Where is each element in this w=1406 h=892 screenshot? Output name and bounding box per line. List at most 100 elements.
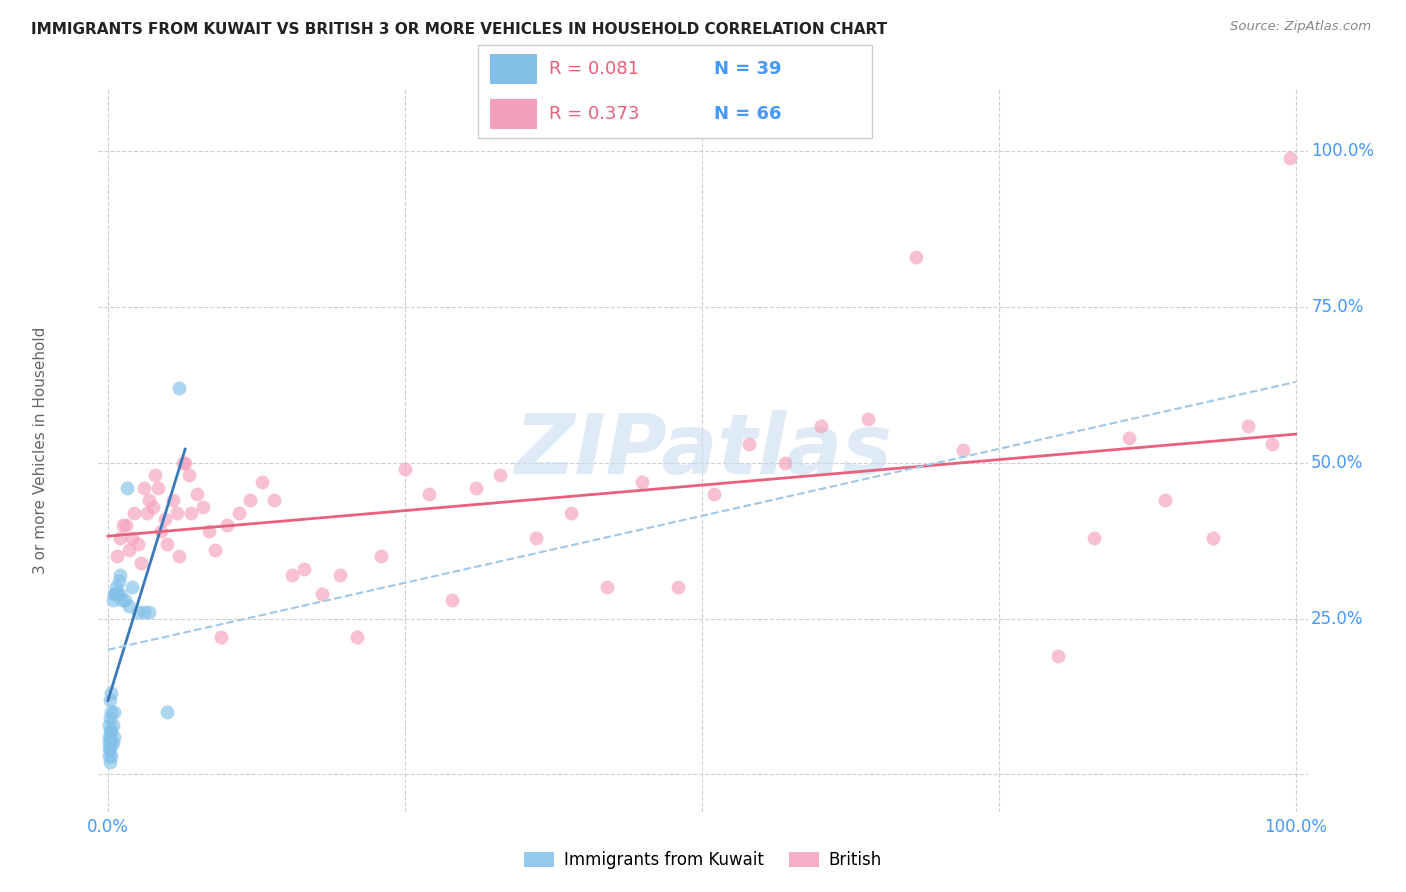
Point xyxy=(118,599,141,614)
Point xyxy=(98,692,121,706)
Text: 50.0%: 50.0% xyxy=(1312,454,1364,472)
Point xyxy=(98,723,121,738)
Point xyxy=(129,556,152,570)
Text: N = 39: N = 39 xyxy=(714,60,782,78)
Point xyxy=(118,543,141,558)
Point xyxy=(101,717,124,731)
Point xyxy=(738,437,761,451)
Point xyxy=(121,581,143,595)
Point xyxy=(100,736,122,750)
Text: R = 0.081: R = 0.081 xyxy=(548,60,638,78)
Point xyxy=(100,748,122,763)
Point xyxy=(105,587,128,601)
Point xyxy=(1118,431,1140,445)
Point xyxy=(138,606,160,620)
Point xyxy=(101,736,124,750)
Point xyxy=(153,512,176,526)
Point xyxy=(98,711,121,725)
Point xyxy=(107,574,129,589)
Point xyxy=(215,518,238,533)
Point xyxy=(146,481,169,495)
Point xyxy=(560,506,582,520)
Text: Source: ZipAtlas.com: Source: ZipAtlas.com xyxy=(1230,20,1371,33)
Point xyxy=(142,500,165,514)
Point xyxy=(418,487,440,501)
Point xyxy=(773,456,796,470)
Point xyxy=(98,730,121,744)
Point xyxy=(952,443,974,458)
Point xyxy=(112,518,135,533)
Point xyxy=(98,742,121,756)
Point xyxy=(166,506,188,520)
Point xyxy=(98,755,121,769)
Point xyxy=(180,506,202,520)
Point xyxy=(524,531,547,545)
Point xyxy=(239,493,262,508)
Point xyxy=(167,381,190,395)
Point xyxy=(132,606,155,620)
Point xyxy=(103,705,125,719)
Point xyxy=(172,456,194,470)
Point xyxy=(114,518,136,533)
Point xyxy=(111,593,134,607)
Point xyxy=(107,549,129,564)
Point xyxy=(263,493,285,508)
Text: 100.0%: 100.0% xyxy=(1312,143,1374,161)
Point xyxy=(150,524,173,539)
Point xyxy=(98,736,121,750)
Point xyxy=(98,748,121,763)
Point xyxy=(162,493,184,508)
Point xyxy=(228,506,250,520)
Point xyxy=(177,468,200,483)
Point xyxy=(127,537,149,551)
Point xyxy=(1047,648,1070,663)
Point xyxy=(1237,418,1260,433)
Point xyxy=(145,468,167,483)
Point xyxy=(103,587,125,601)
Point xyxy=(121,531,143,545)
Text: IMMIGRANTS FROM KUWAIT VS BRITISH 3 OR MORE VEHICLES IN HOUSEHOLD CORRELATION CH: IMMIGRANTS FROM KUWAIT VS BRITISH 3 OR M… xyxy=(31,22,887,37)
Point xyxy=(465,481,488,495)
Bar xyxy=(489,99,537,129)
Point xyxy=(104,587,127,601)
Point xyxy=(108,531,131,545)
FancyBboxPatch shape xyxy=(478,45,872,138)
Point xyxy=(1261,437,1284,451)
Point xyxy=(204,543,226,558)
Point xyxy=(136,506,159,520)
Point xyxy=(138,493,160,508)
Point xyxy=(156,537,179,551)
Point xyxy=(856,412,879,426)
Point xyxy=(489,468,512,483)
Point xyxy=(101,593,124,607)
Text: 0.0%: 0.0% xyxy=(87,818,129,836)
Point xyxy=(191,500,214,514)
Point xyxy=(311,587,333,601)
Point xyxy=(1201,531,1223,545)
Text: N = 66: N = 66 xyxy=(714,105,782,123)
Point xyxy=(98,742,121,756)
Point xyxy=(186,487,208,501)
Text: R = 0.373: R = 0.373 xyxy=(548,105,640,123)
Point xyxy=(666,581,689,595)
Point xyxy=(370,549,392,564)
Point xyxy=(904,251,927,265)
Point xyxy=(115,481,138,495)
Point xyxy=(1083,531,1105,545)
Point xyxy=(1154,493,1177,508)
Text: ZIPatlas: ZIPatlas xyxy=(515,410,891,491)
Point xyxy=(156,705,179,719)
Text: 100.0%: 100.0% xyxy=(1264,818,1327,836)
Point xyxy=(281,568,304,582)
Text: 3 or more Vehicles in Household: 3 or more Vehicles in Household xyxy=(32,326,48,574)
Point xyxy=(100,686,122,700)
Point xyxy=(122,506,145,520)
Point xyxy=(108,568,131,582)
Point xyxy=(98,717,121,731)
Point xyxy=(703,487,725,501)
Point xyxy=(174,456,197,470)
Point xyxy=(167,549,190,564)
Point xyxy=(100,723,122,738)
Point xyxy=(103,730,125,744)
Point xyxy=(441,593,464,607)
